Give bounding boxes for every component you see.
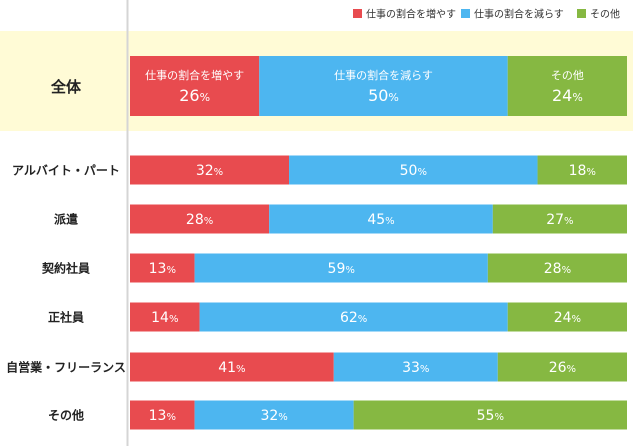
bar-contract-other	[487, 253, 627, 283]
bar-value-label-part-time-other: 18%	[569, 163, 596, 179]
bar-dispatch-decrease	[269, 204, 493, 234]
bar-series-label-all-other: その他	[551, 69, 584, 82]
bar-value-label-self-employed-increase: 41%	[218, 360, 245, 376]
legend-label-increase: 仕事の割合を増やす	[366, 8, 456, 21]
bar-dispatch-increase	[130, 204, 270, 234]
bar-part-time-other	[537, 155, 627, 185]
bar-series-label-all-decrease: 仕事の割合を減らす	[334, 68, 433, 82]
bar-other-increase	[130, 400, 195, 430]
legend-swatch-decrease	[461, 9, 470, 18]
bar-regular-decrease	[199, 302, 508, 332]
bar-dispatch-other	[492, 204, 627, 234]
bar-other-decrease	[194, 400, 354, 430]
category-label-regular: 正社員	[48, 310, 84, 325]
legend-label-other: その他	[590, 8, 620, 21]
bar-self-employed-other	[497, 352, 627, 382]
bar-value-label-dispatch-increase: 28%	[186, 212, 213, 228]
bar-value-label-regular-increase: 14%	[151, 310, 178, 326]
bar-other-other	[353, 400, 627, 430]
legend-swatch-other	[577, 9, 586, 18]
bar-part-time-decrease	[289, 155, 538, 185]
bar-value-label-self-employed-decrease: 33%	[402, 360, 429, 376]
bar-all-increase	[130, 56, 260, 116]
bar-value-label-self-employed-other: 26%	[549, 360, 576, 376]
bar-value-label-regular-other: 24%	[554, 310, 581, 326]
bar-value-label-contract-increase: 13%	[149, 261, 176, 277]
bar-self-employed-decrease	[333, 352, 498, 382]
bar-value-label-regular-decrease: 62%	[340, 310, 367, 326]
bar-regular-other	[507, 302, 627, 332]
bar-all-decrease	[259, 56, 508, 116]
bar-value-label-contract-decrease: 59%	[328, 261, 355, 277]
legend-swatch-increase	[353, 9, 362, 18]
bar-value-label-all-decrease: 50%	[368, 86, 399, 105]
bar-part-time-increase	[130, 155, 290, 185]
bar-value-label-part-time-increase: 32%	[196, 163, 223, 179]
bar-value-label-other-decrease: 32%	[260, 408, 287, 424]
bar-all-other	[507, 56, 627, 116]
bar-value-label-dispatch-other: 27%	[546, 212, 573, 228]
bar-value-label-all-increase: 26%	[179, 86, 210, 105]
bar-value-label-other-increase: 13%	[149, 408, 176, 424]
category-label-dispatch: 派遣	[54, 212, 78, 227]
bar-value-label-contract-other: 28%	[544, 261, 571, 277]
bar-contract-increase	[130, 253, 195, 283]
category-label-other: その他	[48, 408, 84, 423]
bar-value-label-other-other: 55%	[477, 408, 504, 424]
bar-series-label-all-increase: 仕事の割合を増やす	[145, 68, 244, 82]
bar-regular-increase	[130, 302, 200, 332]
legend-label-decrease: 仕事の割合を減らす	[474, 8, 564, 21]
category-label-all: 全体	[50, 78, 82, 96]
bar-contract-decrease	[194, 253, 488, 283]
bar-self-employed-increase	[130, 352, 334, 382]
bar-value-label-part-time-decrease: 50%	[400, 163, 427, 179]
bar-value-label-dispatch-decrease: 45%	[367, 212, 394, 228]
category-label-part-time: アルバイト・パート	[12, 164, 120, 178]
category-label-self-employed: 自営業・フリーランス	[6, 360, 126, 375]
bar-value-label-all-other: 24%	[552, 86, 583, 105]
category-label-contract: 契約社員	[41, 261, 90, 276]
